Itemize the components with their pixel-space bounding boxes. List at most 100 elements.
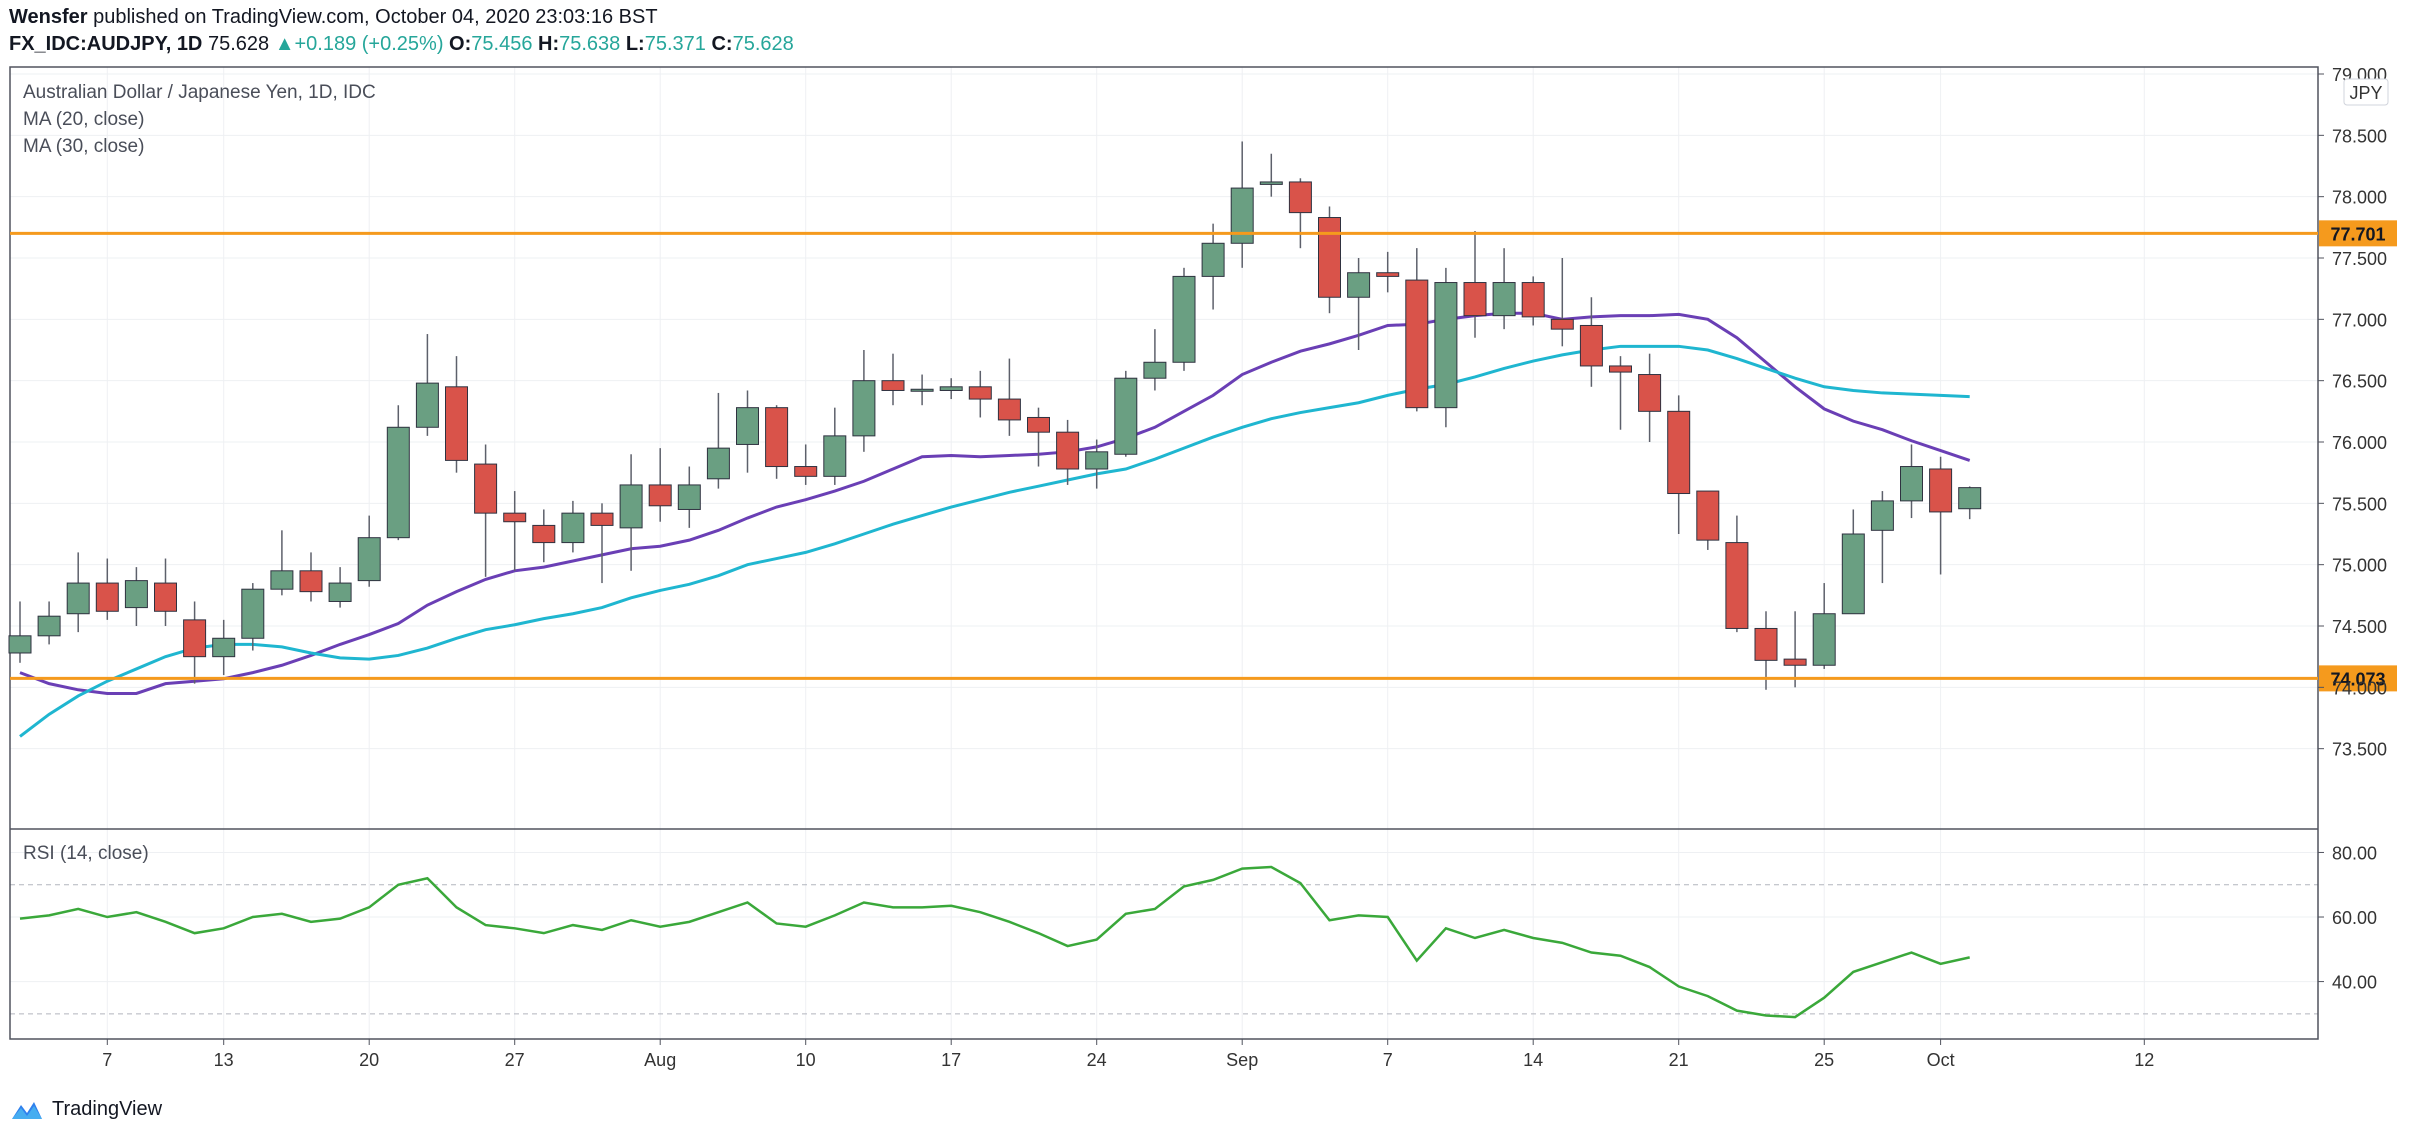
candle-body	[1521, 282, 1545, 318]
candle	[328, 567, 352, 608]
candle-body	[1172, 275, 1196, 363]
price-tick-label: 78.000	[2332, 188, 2387, 208]
open-label: O:	[449, 33, 472, 55]
level-price-label: 74.073	[2330, 669, 2385, 689]
candle-body	[328, 582, 352, 602]
candle-body	[37, 615, 61, 637]
price-tick-label: 76.000	[2332, 433, 2387, 453]
time-tick-label: 7	[102, 1050, 112, 1070]
rsi-tick-label: 60.00	[2332, 908, 2377, 928]
candle	[648, 448, 672, 522]
candle	[794, 444, 818, 485]
time-tick-label: Sep	[1226, 1050, 1258, 1070]
candle	[154, 558, 177, 626]
currency-badge	[2343, 78, 2389, 106]
candle	[765, 405, 789, 479]
level-price-label: 77.701	[2330, 224, 2385, 244]
candle-body	[154, 582, 177, 612]
candle	[1318, 206, 1341, 314]
candle-body	[415, 382, 439, 428]
instrument-legend: Australian Dollar / Japanese Yen, 1D, ID…	[23, 82, 376, 103]
tradingview-footer[interactable]: TradingView	[10, 1098, 162, 1121]
candle-body	[1783, 658, 1807, 666]
candle-body	[1958, 487, 1982, 510]
candle	[1463, 231, 1487, 338]
time-tick-label: Oct	[1927, 1050, 1955, 1070]
candle-body	[1463, 282, 1487, 317]
candle	[1958, 486, 1982, 520]
time-tick-label: 7	[1383, 1050, 1393, 1070]
candle-body	[765, 407, 789, 468]
candle-body	[1754, 627, 1778, 661]
candle-body	[386, 426, 410, 539]
candle	[1638, 353, 1662, 442]
candle-body	[1434, 282, 1458, 409]
candle	[1754, 611, 1778, 690]
high-value: 75.638	[559, 33, 621, 55]
candle-body	[1259, 181, 1283, 185]
candle-body	[1841, 533, 1865, 615]
rsi-tick-label: 80.00	[2332, 843, 2377, 863]
level-price-tag	[2319, 665, 2397, 692]
candle-body	[124, 580, 148, 609]
candle-body	[270, 570, 294, 590]
low-label: L:	[625, 33, 645, 55]
candle	[1085, 439, 1109, 489]
price-change-icon: ▲	[274, 33, 295, 55]
last-price: 75.628	[207, 33, 270, 55]
candle-body	[677, 484, 701, 510]
candle	[183, 601, 207, 684]
candle-body	[561, 512, 585, 544]
candle	[1783, 611, 1807, 688]
candle	[532, 509, 556, 563]
candle-body	[66, 582, 90, 615]
candle	[357, 515, 381, 587]
time-tick-label: Aug	[644, 1050, 676, 1070]
candle	[1929, 456, 1953, 575]
candle	[939, 378, 963, 400]
candle-body	[1056, 431, 1080, 470]
candle	[1900, 444, 1923, 519]
candle-body	[1027, 416, 1050, 433]
candle	[1347, 258, 1371, 350]
close-value: 75.628	[732, 33, 794, 55]
candle-body	[1288, 181, 1312, 214]
candle	[1056, 419, 1080, 485]
candle-body	[1550, 318, 1574, 330]
candle	[1521, 276, 1545, 326]
symbol-bar: FX_IDC:AUDJPY, 1D 75.628 ▲+0.189 (+0.25%…	[9, 33, 794, 56]
candle-body	[1638, 374, 1662, 412]
ma30-line	[19, 344, 1970, 738]
candle-body	[1725, 542, 1749, 629]
candle	[1696, 490, 1720, 550]
candle	[1201, 223, 1225, 310]
candle	[66, 552, 90, 633]
candle-body	[8, 635, 32, 654]
time-tick-label: 21	[1669, 1050, 1689, 1070]
price-tick-label: 77.500	[2332, 249, 2387, 269]
high-label: H:	[538, 33, 560, 55]
candle	[677, 466, 701, 528]
candle	[95, 558, 119, 620]
candle	[823, 407, 847, 485]
candle	[1230, 141, 1254, 268]
candle	[561, 500, 585, 553]
rsi-tick-label: 40.00	[2332, 973, 2377, 993]
close-label: C:	[711, 33, 733, 55]
candle	[1376, 251, 1400, 293]
candle-body	[1318, 217, 1341, 298]
price-tick-label: 78.500	[2332, 126, 2387, 146]
candle-body	[823, 435, 847, 477]
candle-body	[1870, 500, 1894, 531]
candle	[706, 392, 730, 489]
candle	[1550, 258, 1574, 347]
candle-body	[1609, 365, 1632, 373]
candle	[445, 356, 468, 473]
low-value: 75.371	[644, 33, 706, 55]
candle-body	[794, 466, 818, 477]
candle	[1870, 491, 1894, 584]
candle	[1143, 329, 1167, 391]
candle	[968, 370, 992, 418]
candle-body	[1579, 324, 1603, 367]
